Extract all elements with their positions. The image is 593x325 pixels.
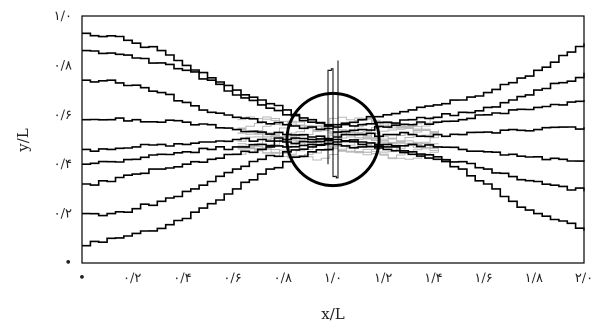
x-tick-label: • xyxy=(78,271,86,286)
series-line xyxy=(82,137,334,152)
series-line xyxy=(82,49,334,128)
y-axis-title: y/L xyxy=(14,128,32,153)
series-line xyxy=(327,60,339,179)
plot-frame xyxy=(81,15,585,264)
series-line xyxy=(82,32,334,128)
series-line xyxy=(333,143,585,231)
series-line xyxy=(82,79,334,131)
series-line xyxy=(82,142,334,186)
x-tick-label: ۰/۴ xyxy=(173,271,191,286)
y-tick-label: ۰/۴ xyxy=(54,157,72,172)
series-line xyxy=(333,43,585,126)
series-line xyxy=(333,100,585,133)
y-tick-label: ۱/۰ xyxy=(54,9,72,24)
y-tick-label: ۰/۶ xyxy=(54,108,72,123)
y-tick-label: ۰/۲ xyxy=(54,207,72,222)
x-tick-label: ۱/۸ xyxy=(525,271,543,286)
x-tick-label: ۱/۰ xyxy=(324,271,342,286)
x-tick-label: ۲/۰ xyxy=(575,271,593,286)
series-line xyxy=(333,126,585,138)
series-line xyxy=(82,143,334,217)
series-line xyxy=(82,117,334,142)
x-axis-title: x/L xyxy=(321,305,345,323)
x-tick-label: ۰/۲ xyxy=(123,271,141,286)
y-tick-label: ۰/۸ xyxy=(54,58,72,73)
x-axis-ticks: • ۰/۲ ۰/۴ ۰/۶ ۰/۸ ۱/۰ ۱/۲ ۱/۴ ۱/۶ ۱/۸ ۲/۰ xyxy=(78,271,593,286)
y-tick-label: • xyxy=(64,256,72,271)
region-circle xyxy=(285,91,381,188)
x-tick-label: ۱/۲ xyxy=(374,271,392,286)
x-tick-label: ۰/۶ xyxy=(223,271,241,286)
series-line xyxy=(82,137,334,165)
x-tick-label: ۱/۶ xyxy=(474,271,492,286)
y-axis-ticks: • ۰/۲ ۰/۴ ۰/۶ ۰/۸ ۱/۰ xyxy=(54,9,72,271)
series-group xyxy=(82,32,585,247)
x-tick-label: ۰/۸ xyxy=(274,271,292,286)
x-tick-label: ۱/۴ xyxy=(424,271,442,286)
series-line xyxy=(333,138,585,162)
